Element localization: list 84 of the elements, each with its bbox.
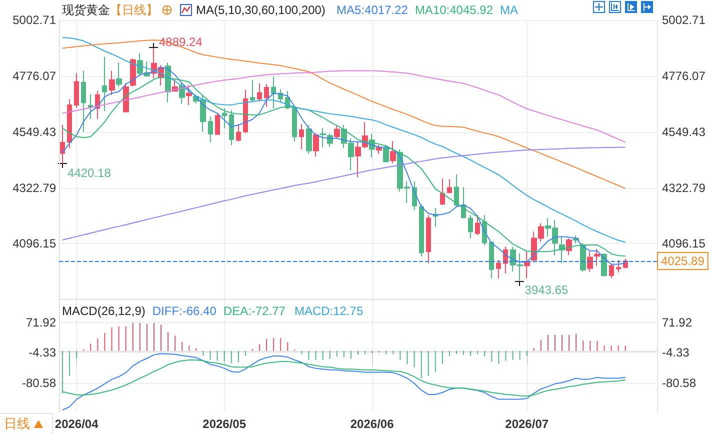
y2-tick-label: -80.58 [662, 376, 696, 390]
candlestick [102, 56, 107, 112]
candlestick [426, 214, 431, 264]
line-series [62, 70, 626, 143]
candlestick [130, 58, 136, 88]
candlestick [383, 144, 389, 164]
candlestick [440, 178, 445, 206]
line-series [62, 40, 626, 189]
text: MA5:4017.22 [336, 3, 408, 17]
candlestick [334, 126, 340, 139]
candlestick [81, 70, 86, 132]
candlestick [524, 251, 530, 279]
x-tick-label: 2026/05 [202, 417, 246, 431]
y2-tick-label: 4776.07 [662, 68, 706, 83]
candlestick [496, 260, 501, 279]
y-tick-label: 4096.15 [12, 236, 56, 251]
line-series [62, 353, 626, 411]
ref-line-label: 4025.89 [661, 254, 705, 268]
candlestick [601, 252, 607, 278]
y-tick-label: 4322.79 [12, 180, 56, 195]
candlestick [229, 109, 234, 146]
candlestick [215, 112, 220, 136]
candlestick [447, 178, 452, 194]
candlestick [116, 62, 122, 88]
candlestick [454, 174, 459, 208]
candlestick [299, 124, 304, 150]
candlestick [88, 94, 93, 120]
y2-tick-label: 5002.71 [662, 13, 706, 27]
candlestick [271, 76, 276, 109]
candlestick [616, 260, 621, 273]
y-tick-label: -80.58 [22, 376, 56, 390]
candlestick [419, 204, 424, 258]
candlestick [67, 98, 72, 149]
y2-tick-label: 4322.79 [662, 180, 706, 195]
candlestick [109, 70, 115, 96]
y-tick-label: 71.92 [26, 315, 56, 330]
text: 日线 [4, 415, 30, 433]
candlestick [74, 72, 79, 108]
candlestick [250, 79, 255, 102]
line-series [62, 359, 626, 397]
candlestick [186, 84, 192, 106]
candlestick [222, 108, 227, 129]
x-tick-label: 2026/06 [350, 417, 394, 431]
y2-tick-label: -4.33 [662, 346, 690, 360]
candlestick [236, 124, 241, 142]
candlestick [594, 248, 600, 266]
candlestick [580, 242, 586, 272]
candlestick [306, 124, 312, 154]
text: DEA:-72.77 [223, 304, 286, 318]
chart-subtitle: 【日线】 [110, 3, 158, 17]
y-tick-label: 5002.71 [12, 13, 56, 27]
candlestick [60, 124, 65, 164]
x-tick-label: 2026/07 [505, 417, 549, 431]
chart-title: MACD(26,12,9) [62, 304, 146, 318]
candlestick [292, 106, 297, 142]
candlestick [609, 264, 614, 279]
annotation: 3943.65 [524, 283, 568, 298]
candlestick [468, 214, 473, 239]
y-tick-label: -4.33 [28, 346, 56, 360]
y2-tick-label: 4096.15 [662, 236, 706, 251]
candlestick [475, 214, 480, 236]
y2-tick-label: 71.92 [662, 315, 692, 330]
text: MA [500, 3, 518, 17]
y2-tick-label: 4549.43 [662, 124, 706, 139]
text: MA(5,10,30,60,100,200) [196, 3, 326, 17]
candlestick [257, 82, 262, 102]
y-tick-label: 4776.07 [12, 68, 56, 83]
candlestick [489, 241, 494, 279]
chart-title: 现货黄金 [62, 3, 110, 17]
x-tick-label: 2026/04 [54, 417, 99, 431]
annotation: 4420.18 [68, 166, 111, 180]
candlestick [208, 116, 213, 143]
candlestick [376, 144, 382, 154]
candlestick [587, 251, 593, 272]
line-series [62, 36, 626, 243]
annotation: MACD:12.75 [294, 304, 364, 318]
text: MA10:4045.92 [414, 3, 493, 17]
text: DIFF:-66.40 [152, 304, 216, 318]
candlestick [264, 84, 269, 108]
line-series [62, 146, 626, 241]
y-tick-label: 4549.43 [12, 124, 56, 139]
candlestick [390, 140, 396, 164]
candlestick [320, 128, 326, 148]
candlestick [313, 132, 319, 158]
